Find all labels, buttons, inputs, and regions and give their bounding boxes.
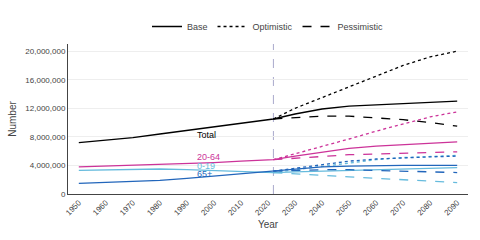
svg-text:20-64: 20-64 (197, 152, 220, 162)
svg-text:8,000,000: 8,000,000 (30, 133, 66, 142)
svg-text:1970: 1970 (118, 198, 137, 217)
svg-text:Optimistic: Optimistic (253, 22, 293, 32)
svg-text:Base: Base (187, 22, 208, 32)
svg-text:2070: 2070 (388, 198, 407, 217)
svg-text:1960: 1960 (91, 198, 110, 217)
svg-text:12,000,000: 12,000,000 (25, 104, 66, 113)
svg-text:2000: 2000 (199, 198, 218, 217)
svg-text:Year: Year (258, 219, 279, 230)
svg-text:2080: 2080 (415, 198, 434, 217)
svg-text:2090: 2090 (442, 198, 461, 217)
svg-text:2040: 2040 (307, 198, 326, 217)
svg-text:2060: 2060 (361, 198, 380, 217)
svg-text:2010: 2010 (226, 198, 245, 217)
svg-text:1990: 1990 (172, 198, 191, 217)
svg-text:2050: 2050 (334, 198, 353, 217)
svg-text:20,000,000: 20,000,000 (25, 47, 66, 56)
svg-text:0: 0 (61, 190, 66, 199)
svg-text:2030: 2030 (280, 198, 299, 217)
svg-text:1950: 1950 (64, 198, 83, 217)
svg-text:0-19: 0-19 (197, 161, 215, 171)
svg-text:Number: Number (7, 101, 18, 137)
svg-text:4,000,000: 4,000,000 (30, 161, 66, 170)
svg-text:65+: 65+ (197, 169, 212, 179)
svg-text:Total: Total (197, 130, 216, 140)
svg-text:1980: 1980 (145, 198, 164, 217)
svg-text:2020: 2020 (253, 198, 272, 217)
svg-text:Pessimistic: Pessimistic (338, 22, 384, 32)
svg-text:16,000,000: 16,000,000 (25, 76, 66, 85)
